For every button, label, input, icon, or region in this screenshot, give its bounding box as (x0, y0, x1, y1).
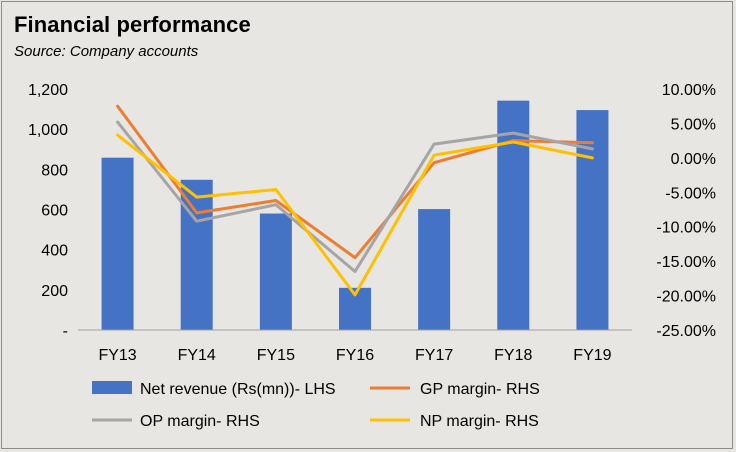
x-tick-label: FY17 (415, 347, 453, 364)
right-tick-label: -15.00% (656, 254, 716, 271)
revenue-bar (259, 213, 292, 330)
revenue-bar (418, 209, 451, 330)
chart-title: Financial performance (14, 12, 251, 37)
left-tick-label: - (63, 323, 68, 340)
chart-subtitle: Source: Company accounts (14, 43, 199, 60)
line-series (116, 104, 594, 297)
legend-label: GP margin- RHS (420, 381, 540, 398)
right-tick-label: 0.00% (671, 151, 716, 168)
right-tick-label: -25.00% (656, 323, 716, 340)
x-tick-label: FY16 (336, 347, 374, 364)
revenue-bar (101, 157, 134, 330)
left-axis: - 200 400 600 800 1,000 1,200 (28, 82, 68, 340)
left-tick-label: 400 (41, 243, 68, 260)
left-tick-label: 1,000 (28, 122, 68, 139)
right-tick-label: 10.00% (662, 82, 716, 99)
margin-line (116, 133, 594, 297)
right-tick-label: 5.00% (671, 116, 716, 133)
margin-line (116, 120, 594, 273)
bar-series (101, 100, 609, 331)
x-tick-label: FY15 (257, 347, 295, 364)
left-tick-label: 800 (41, 162, 68, 179)
right-tick-label: -10.00% (656, 220, 716, 237)
right-axis: -25.00% -20.00% -15.00% -10.00% -5.00% 0.00% 5… (656, 82, 716, 340)
legend-label: OP margin- RHS (140, 413, 260, 430)
left-tick-label: 600 (41, 203, 68, 220)
left-tick-label: 200 (41, 283, 68, 300)
legend-swatch (92, 381, 132, 394)
x-axis: FY13 FY14 FY15 FY16 FY17 FY18 FY19 (98, 347, 611, 364)
x-tick-label: FY14 (178, 347, 216, 364)
right-tick-label: -5.00% (665, 185, 716, 202)
x-tick-label: FY18 (494, 347, 532, 364)
x-tick-label: FY13 (98, 347, 136, 364)
revenue-bar (180, 179, 213, 330)
legend-label: Net revenue (Rs(mn))- LHS (140, 381, 336, 398)
right-tick-label: -20.00% (656, 289, 716, 306)
legend: Net revenue (Rs(mn))- LHS GP margin- RHS O… (92, 381, 540, 430)
left-tick-label: 1,200 (28, 82, 68, 99)
legend-label: NP margin- RHS (420, 413, 539, 430)
x-tick-label: FY19 (573, 347, 611, 364)
revenue-bar (497, 100, 530, 330)
